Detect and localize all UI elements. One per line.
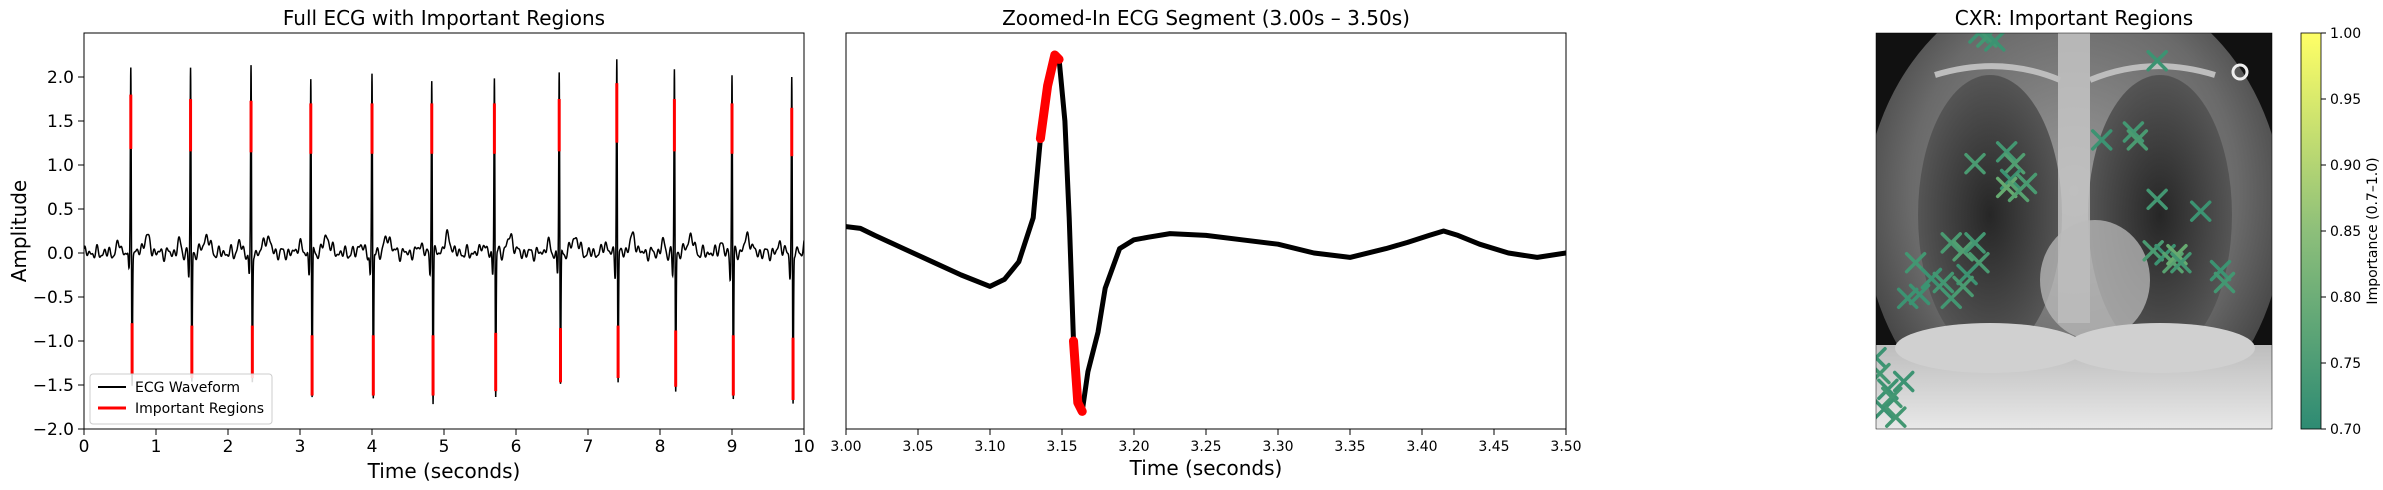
colorbar-tick-label: 0.90 <box>2330 158 2361 174</box>
importance-marker <box>1876 398 1895 420</box>
x-tick-label: 3.15 <box>1046 439 1077 455</box>
x-tick-label: 3.20 <box>1118 439 1149 455</box>
x-tick-label: 10 <box>793 437 815 457</box>
cxr-panel: CXR: Important Regions 0.700.750.800.850… <box>1875 6 2381 438</box>
ecg-waveform-line <box>84 59 804 405</box>
y-tick-label: −0.5 <box>33 288 74 308</box>
importance-marker <box>2209 259 2232 282</box>
zoomed-ecg-x-ticks: 3.00 3.05 3.10 3.15 3.20 3.25 3.30 3.35 3.40 3.45… <box>830 429 1582 455</box>
x-tick-label: 3.40 <box>1406 439 1437 455</box>
full-ecg-x-ticks: 0 1 2 3 4 5 6 7 8 9 10 <box>79 429 815 457</box>
cxr-title: CXR: Important Regions <box>1955 6 2193 30</box>
x-tick-label: 7 <box>583 437 594 457</box>
full-ecg-title: Full ECG with Important Regions <box>283 6 605 30</box>
y-tick-label: −1.0 <box>33 332 74 352</box>
importance-marker <box>1876 362 1891 385</box>
y-tick-label: 2.0 <box>47 68 74 88</box>
zoomed-important-region <box>1069 336 1087 416</box>
colorbar-tick-label: 0.85 <box>2330 224 2361 240</box>
x-tick-label: 3.30 <box>1262 439 1293 455</box>
importance-marker <box>2090 129 2113 151</box>
importance-marker <box>2213 271 2236 294</box>
colorbar-tick-label: 0.80 <box>2330 290 2361 306</box>
importance-marker <box>1956 263 1978 286</box>
importance-marker <box>1892 370 1915 393</box>
importance-marker <box>2146 49 2168 72</box>
zoomed-important-region <box>1035 50 1064 144</box>
x-tick-label: 2 <box>223 437 234 457</box>
x-tick-label: 3.50 <box>1550 439 1581 455</box>
importance-marker <box>1876 346 1887 369</box>
y-tick-label: −1.5 <box>33 376 74 396</box>
zoomed-ecg-panel: Zoomed-In ECG Segment (3.00s – 3.50s) 3.… <box>830 6 1581 480</box>
x-tick-label: 4 <box>367 437 378 457</box>
full-ecg-y-label: Amplitude <box>7 180 31 283</box>
colorbar-tick-label: 0.75 <box>2330 356 2361 372</box>
importance-marker <box>1932 271 1955 294</box>
colorbar-tick-label: 0.70 <box>2330 422 2361 438</box>
importance-marker <box>1984 33 2006 52</box>
importance-marker <box>1940 232 1962 254</box>
importance-marker <box>1952 275 1974 298</box>
importance-marker <box>2015 172 2038 195</box>
x-tick-label: 0 <box>79 437 90 457</box>
cxr-colorbar: 0.70 0.75 0.80 0.85 0.90 0.95 1.00 Importance … <box>2300 26 2381 438</box>
full-ecg-plot-area <box>84 59 804 405</box>
x-tick-label: 3 <box>295 437 306 457</box>
importance-marker <box>2146 188 2168 211</box>
colorbar-tick-label: 1.00 <box>2330 26 2361 42</box>
importance-marker <box>1896 287 1919 310</box>
x-tick-label: 3.00 <box>830 439 861 455</box>
legend-ecg-label: ECG Waveform <box>135 380 240 396</box>
y-tick-label: 0.0 <box>47 244 74 264</box>
x-tick-label: 3.35 <box>1334 439 1365 455</box>
importance-marker <box>2126 129 2149 151</box>
full-ecg-legend: ECG Waveform Important Regions <box>89 373 273 425</box>
zoomed-ecg-axes-frame <box>845 32 1567 430</box>
x-tick-label: 3.05 <box>902 439 933 455</box>
importance-marker <box>2142 240 2164 262</box>
importance-marker <box>1952 240 1974 262</box>
full-ecg-panel: Full ECG with Important Regions 0 1 2 3 4 5 6 7… <box>7 6 815 483</box>
y-tick-label: 1.0 <box>47 156 74 176</box>
importance-marker <box>1995 141 2018 163</box>
x-tick-label: 3.10 <box>974 439 1005 455</box>
importance-marker <box>1881 386 1903 409</box>
full-ecg-x-label: Time (seconds) <box>367 459 521 483</box>
x-tick-label: 5 <box>439 437 450 457</box>
x-tick-label: 3.45 <box>1478 439 1509 455</box>
x-tick-label: 1 <box>151 437 162 457</box>
y-tick-label: 1.5 <box>47 112 74 132</box>
importance-marker <box>1920 267 1943 290</box>
importance-marker <box>2189 200 2212 222</box>
zoomed-ecg-line <box>846 52 1566 414</box>
x-tick-label: 9 <box>727 437 738 457</box>
importance-marker <box>1885 406 1907 428</box>
importance-marker <box>1964 152 1986 175</box>
importance-marker <box>1995 176 2018 199</box>
zoomed-ecg-title: Zoomed-In ECG Segment (3.00s – 3.50s) <box>1002 6 1410 30</box>
cxr-image <box>1876 33 2272 429</box>
x-tick-label: 6 <box>511 437 522 457</box>
importance-marker <box>2170 251 2192 274</box>
zoomed-ecg-x-label: Time (seconds) <box>1129 456 1283 480</box>
x-tick-label: 3.25 <box>1190 439 1221 455</box>
y-tick-label: −2.0 <box>33 420 74 440</box>
colorbar-tick-label: 0.95 <box>2330 92 2361 108</box>
legend-important-label: Important Regions <box>135 401 264 417</box>
importance-marker <box>1908 283 1931 306</box>
colorbar-gradient <box>2300 32 2322 430</box>
x-tick-label: 8 <box>655 437 666 457</box>
importance-marker <box>1964 232 1986 254</box>
cxr-markers <box>1876 33 2236 428</box>
zoomed-ecg-plot-area <box>846 50 1566 416</box>
full-ecg-y-ticks: −2.0 −1.5 −1.0 −0.5 0.0 0.5 1.0 1.5 2.0 <box>33 68 84 440</box>
y-tick-label: 0.5 <box>47 200 74 220</box>
colorbar-label: Importance (0.7–1.0) <box>2365 157 2381 304</box>
legend-box <box>89 373 273 425</box>
colorbar-ticks: 0.70 0.75 0.80 0.85 0.90 0.95 1.00 <box>2321 26 2361 438</box>
